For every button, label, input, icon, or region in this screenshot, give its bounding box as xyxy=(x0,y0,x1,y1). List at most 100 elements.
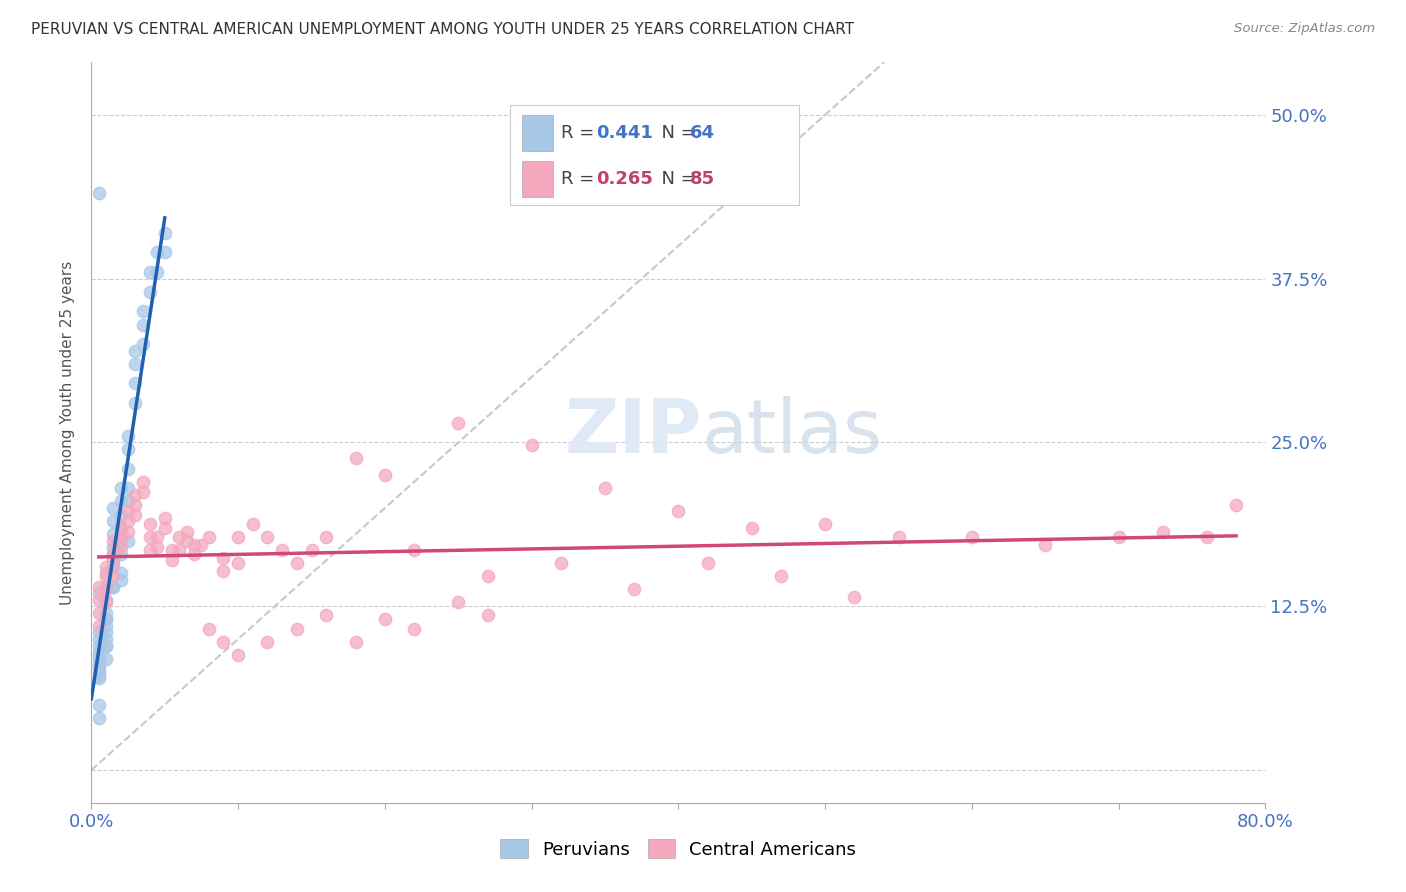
Point xyxy=(110,573,132,587)
Point xyxy=(887,530,910,544)
Point xyxy=(160,542,183,557)
Point xyxy=(285,556,308,570)
Point xyxy=(87,639,110,653)
Point xyxy=(94,580,117,594)
Point xyxy=(520,438,543,452)
Point xyxy=(176,524,198,539)
Point xyxy=(301,542,323,557)
Point xyxy=(117,524,139,539)
Point xyxy=(110,566,132,581)
Point xyxy=(87,711,110,725)
Point xyxy=(285,622,308,636)
Point xyxy=(226,530,249,544)
Point xyxy=(1033,538,1056,552)
Point xyxy=(87,586,110,600)
Point xyxy=(87,656,110,670)
Point xyxy=(160,553,183,567)
Point xyxy=(153,226,176,240)
Point xyxy=(103,560,125,574)
Point xyxy=(124,396,146,410)
Point xyxy=(190,538,212,552)
Point xyxy=(94,632,117,646)
Point xyxy=(477,569,499,583)
Point xyxy=(139,542,162,557)
Text: Source: ZipAtlas.com: Source: ZipAtlas.com xyxy=(1234,22,1375,36)
Point xyxy=(87,665,110,679)
Point xyxy=(183,547,205,561)
Point xyxy=(94,639,117,653)
Point xyxy=(374,612,396,626)
Point xyxy=(124,357,146,371)
Point xyxy=(666,503,689,517)
Point xyxy=(344,634,367,648)
Point xyxy=(447,416,470,430)
Point xyxy=(271,542,294,557)
Text: 64: 64 xyxy=(690,124,716,142)
Point xyxy=(741,521,763,535)
Point xyxy=(87,580,110,594)
Text: R =: R = xyxy=(561,124,600,142)
Point xyxy=(550,556,572,570)
Point xyxy=(197,622,219,636)
Point xyxy=(124,499,146,513)
Point xyxy=(103,553,125,567)
Text: 0.265: 0.265 xyxy=(596,170,652,188)
Point xyxy=(110,481,132,495)
Point xyxy=(110,530,132,544)
Point xyxy=(124,343,146,358)
Point xyxy=(94,612,117,626)
Point xyxy=(132,485,155,500)
Point xyxy=(117,503,139,517)
Y-axis label: Unemployment Among Youth under 25 years: Unemployment Among Youth under 25 years xyxy=(60,260,76,605)
Point xyxy=(169,530,191,544)
Text: R =: R = xyxy=(561,170,600,188)
Point xyxy=(146,530,169,544)
Point xyxy=(103,541,125,555)
Point xyxy=(183,538,205,552)
Point xyxy=(146,245,169,260)
Point xyxy=(814,516,837,531)
Point xyxy=(139,285,162,299)
Point xyxy=(110,533,132,548)
Point xyxy=(87,648,110,662)
Point xyxy=(139,265,162,279)
Text: atlas: atlas xyxy=(702,396,883,469)
Point xyxy=(844,590,866,604)
Point xyxy=(117,442,139,456)
Point xyxy=(87,671,110,685)
Point xyxy=(103,547,125,561)
Text: ZIP: ZIP xyxy=(565,396,702,469)
Point xyxy=(117,429,139,443)
Point xyxy=(404,622,426,636)
Text: 85: 85 xyxy=(690,170,716,188)
Point xyxy=(87,632,110,646)
Point xyxy=(153,245,176,260)
Point xyxy=(87,592,110,607)
Point xyxy=(110,521,132,535)
Point xyxy=(146,265,169,279)
Point xyxy=(94,560,117,574)
Legend: Peruvians, Central Americans: Peruvians, Central Americans xyxy=(492,830,865,868)
Point xyxy=(110,541,132,555)
Point xyxy=(87,625,110,640)
Point xyxy=(696,556,718,570)
Point xyxy=(103,527,125,541)
Point xyxy=(94,651,117,665)
Point xyxy=(94,625,117,640)
Point xyxy=(242,516,264,531)
Point xyxy=(315,530,337,544)
Point xyxy=(132,318,155,332)
Point xyxy=(110,494,132,508)
Point xyxy=(176,533,198,548)
Point xyxy=(94,582,117,597)
Point xyxy=(146,541,169,555)
Point xyxy=(212,550,235,565)
Point xyxy=(124,376,146,391)
Point xyxy=(1195,530,1218,544)
Point xyxy=(623,582,645,597)
Point xyxy=(132,304,155,318)
Point xyxy=(87,651,110,665)
Point xyxy=(477,608,499,623)
Point xyxy=(110,508,132,522)
Point xyxy=(87,186,110,201)
